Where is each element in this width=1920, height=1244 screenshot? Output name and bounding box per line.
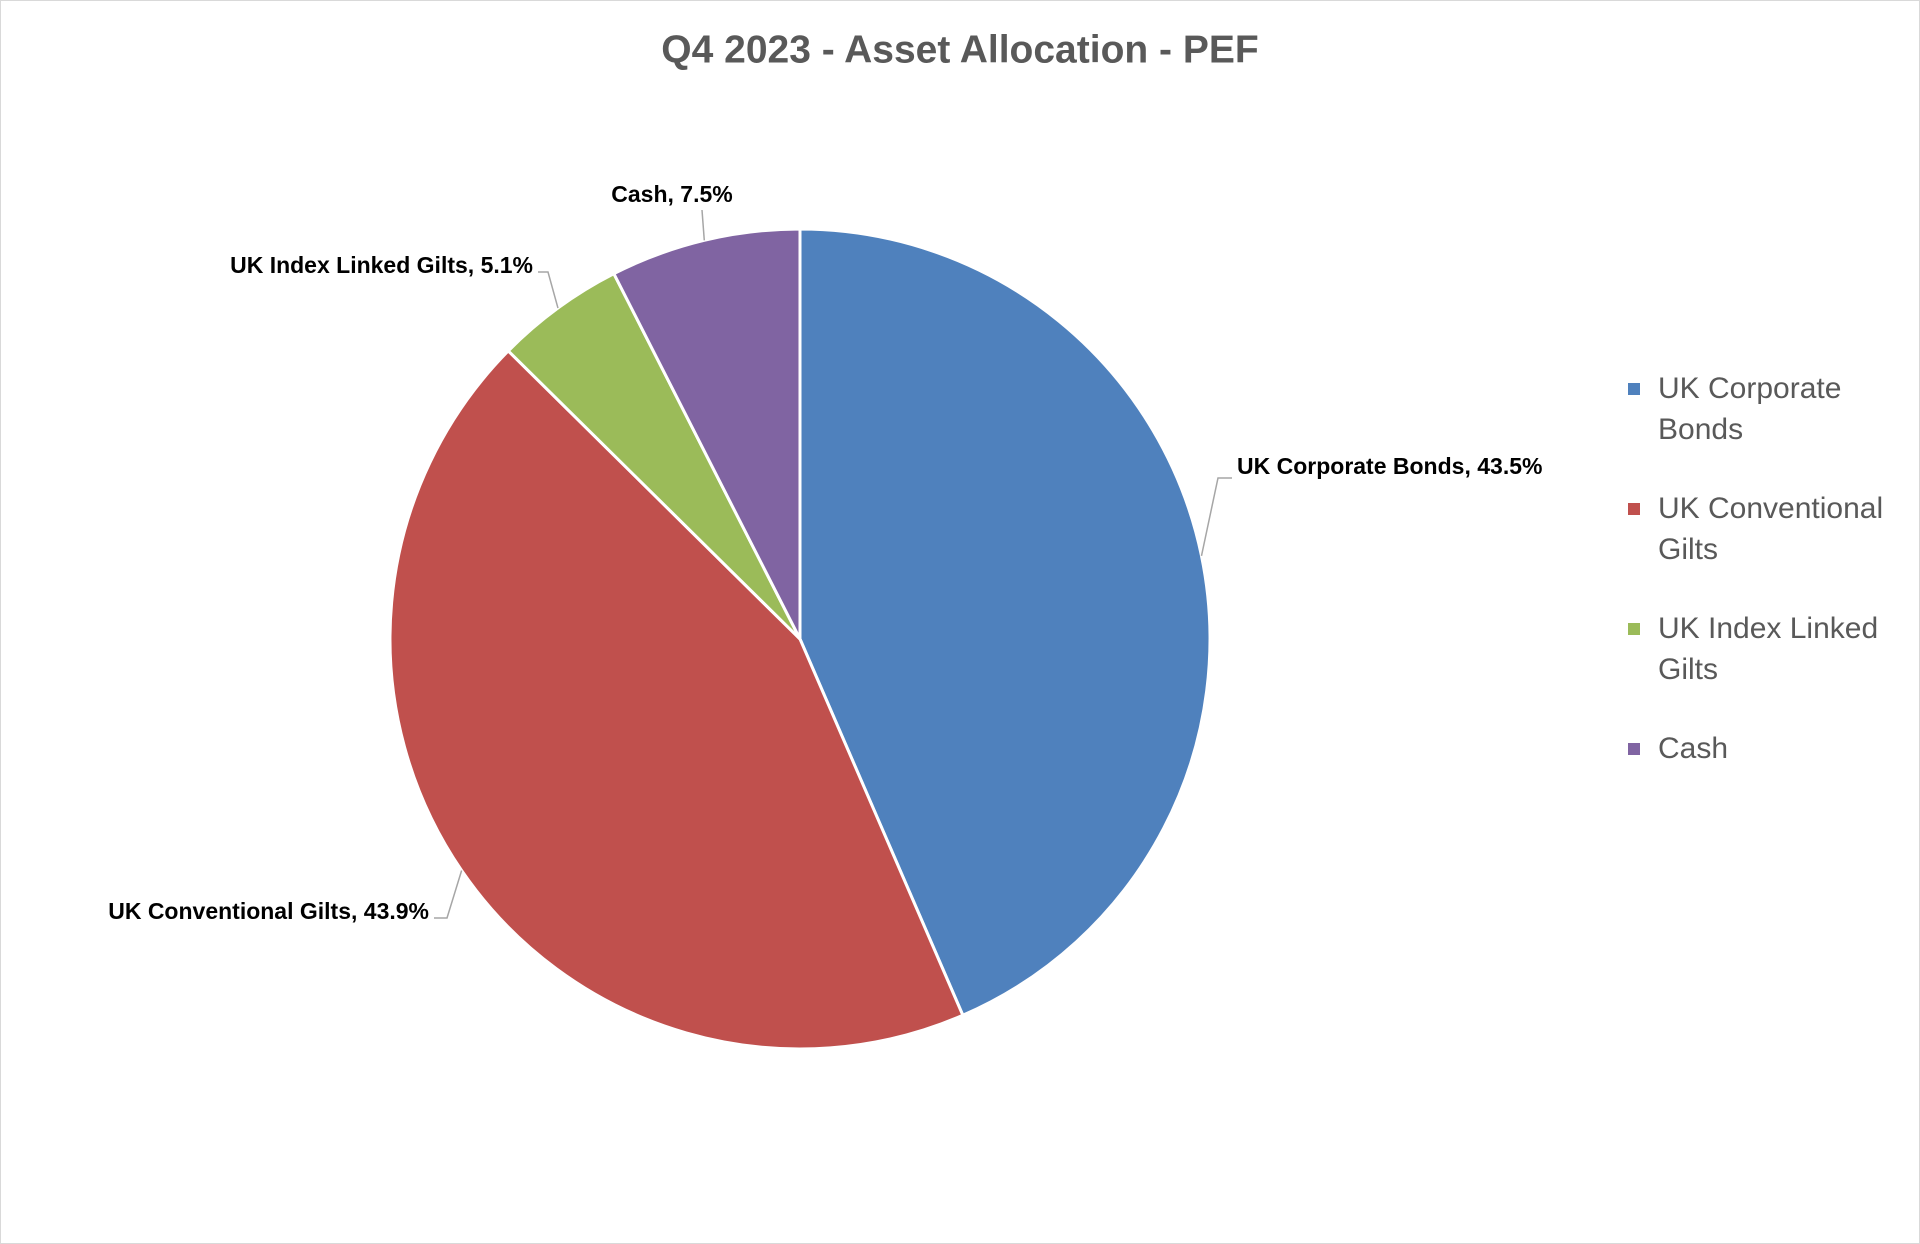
- data-label: UK Corporate Bonds, 43.5%: [1237, 453, 1542, 479]
- leader-line: [538, 271, 559, 309]
- data-label: UK Conventional Gilts, 43.9%: [108, 898, 429, 924]
- leader-line: [701, 209, 706, 241]
- data-label: Cash, 7.5%: [611, 181, 732, 207]
- legend-swatch: [1628, 503, 1640, 515]
- chart-title: Q4 2023 - Asset Allocation - PEF: [661, 28, 1258, 71]
- legend-entry: UK Index Linked Gilts: [1628, 608, 1898, 690]
- leader-line: [434, 870, 463, 919]
- legend-entry: UK Conventional Gilts: [1628, 488, 1898, 570]
- legend-entry: Cash: [1628, 728, 1898, 769]
- legend-label: UK Index Linked Gilts: [1658, 612, 1879, 686]
- legend-swatch: [1628, 743, 1640, 755]
- legend-entry: UK Corporate Bonds: [1628, 368, 1898, 450]
- legend-swatch: [1628, 623, 1640, 635]
- legend: UK Corporate Bonds UK Conventional Gilts U…: [1628, 368, 1898, 807]
- leader-line: [1200, 477, 1232, 557]
- legend-swatch: [1628, 383, 1640, 395]
- legend-label: UK Corporate Bonds: [1658, 372, 1842, 446]
- pie-slice: [798, 227, 1212, 1018]
- legend-label: UK Conventional Gilts: [1658, 492, 1884, 566]
- legend-label: Cash: [1658, 732, 1729, 765]
- data-label: UK Index Linked Gilts, 5.1%: [230, 252, 533, 278]
